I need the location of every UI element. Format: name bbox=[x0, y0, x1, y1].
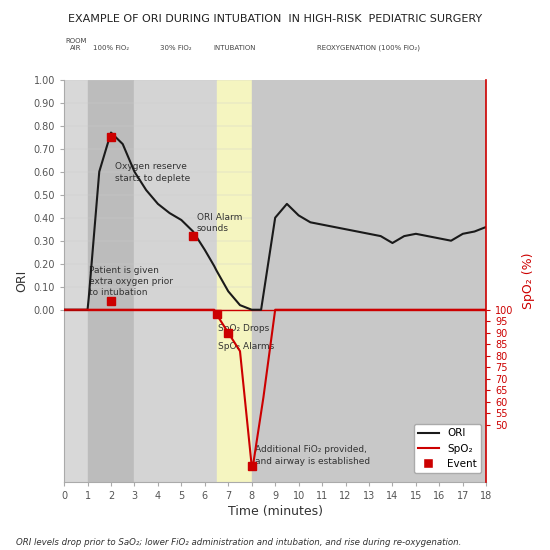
Bar bbox=[87, 80, 134, 482]
Text: INTUBATION: INTUBATION bbox=[213, 46, 255, 52]
Text: ROOM
AIR: ROOM AIR bbox=[65, 39, 86, 52]
Y-axis label: ORI: ORI bbox=[15, 270, 28, 292]
Text: ORI Alarm
sounds: ORI Alarm sounds bbox=[196, 213, 242, 233]
Text: Additional FiO₂ provided,
and airway is established: Additional FiO₂ provided, and airway is … bbox=[255, 446, 370, 466]
Legend: ORI, SpO₂, Event: ORI, SpO₂, Event bbox=[414, 424, 481, 473]
Text: Oxygen reserve
starts to deplete: Oxygen reserve starts to deplete bbox=[114, 162, 190, 183]
Text: EXAMPLE OF ORI DURING INTUBATION  IN HIGH-RISK  PEDIATRIC SURGERY: EXAMPLE OF ORI DURING INTUBATION IN HIGH… bbox=[68, 14, 482, 24]
Text: ORI levels drop prior to SaO₂; lower FiO₂ administration and intubation, and ris: ORI levels drop prior to SaO₂; lower FiO… bbox=[16, 538, 462, 547]
Y-axis label: SpO₂ (%): SpO₂ (%) bbox=[522, 253, 535, 309]
Text: REOXYGENATION (100% FiO₂): REOXYGENATION (100% FiO₂) bbox=[317, 45, 421, 52]
Text: 30% FiO₂: 30% FiO₂ bbox=[160, 46, 191, 52]
Text: SpO₂ Drops: SpO₂ Drops bbox=[218, 323, 269, 333]
Bar bbox=[64, 80, 87, 482]
Bar bbox=[134, 80, 217, 482]
Bar bbox=[252, 80, 486, 482]
X-axis label: Time (minutes): Time (minutes) bbox=[228, 505, 323, 519]
Text: 100% FiO₂: 100% FiO₂ bbox=[93, 46, 129, 52]
Text: SpO₂ Alarms: SpO₂ Alarms bbox=[218, 342, 274, 351]
Text: Patient is given
extra oxygen prior
to intubation: Patient is given extra oxygen prior to i… bbox=[89, 266, 173, 297]
Bar bbox=[217, 80, 252, 482]
